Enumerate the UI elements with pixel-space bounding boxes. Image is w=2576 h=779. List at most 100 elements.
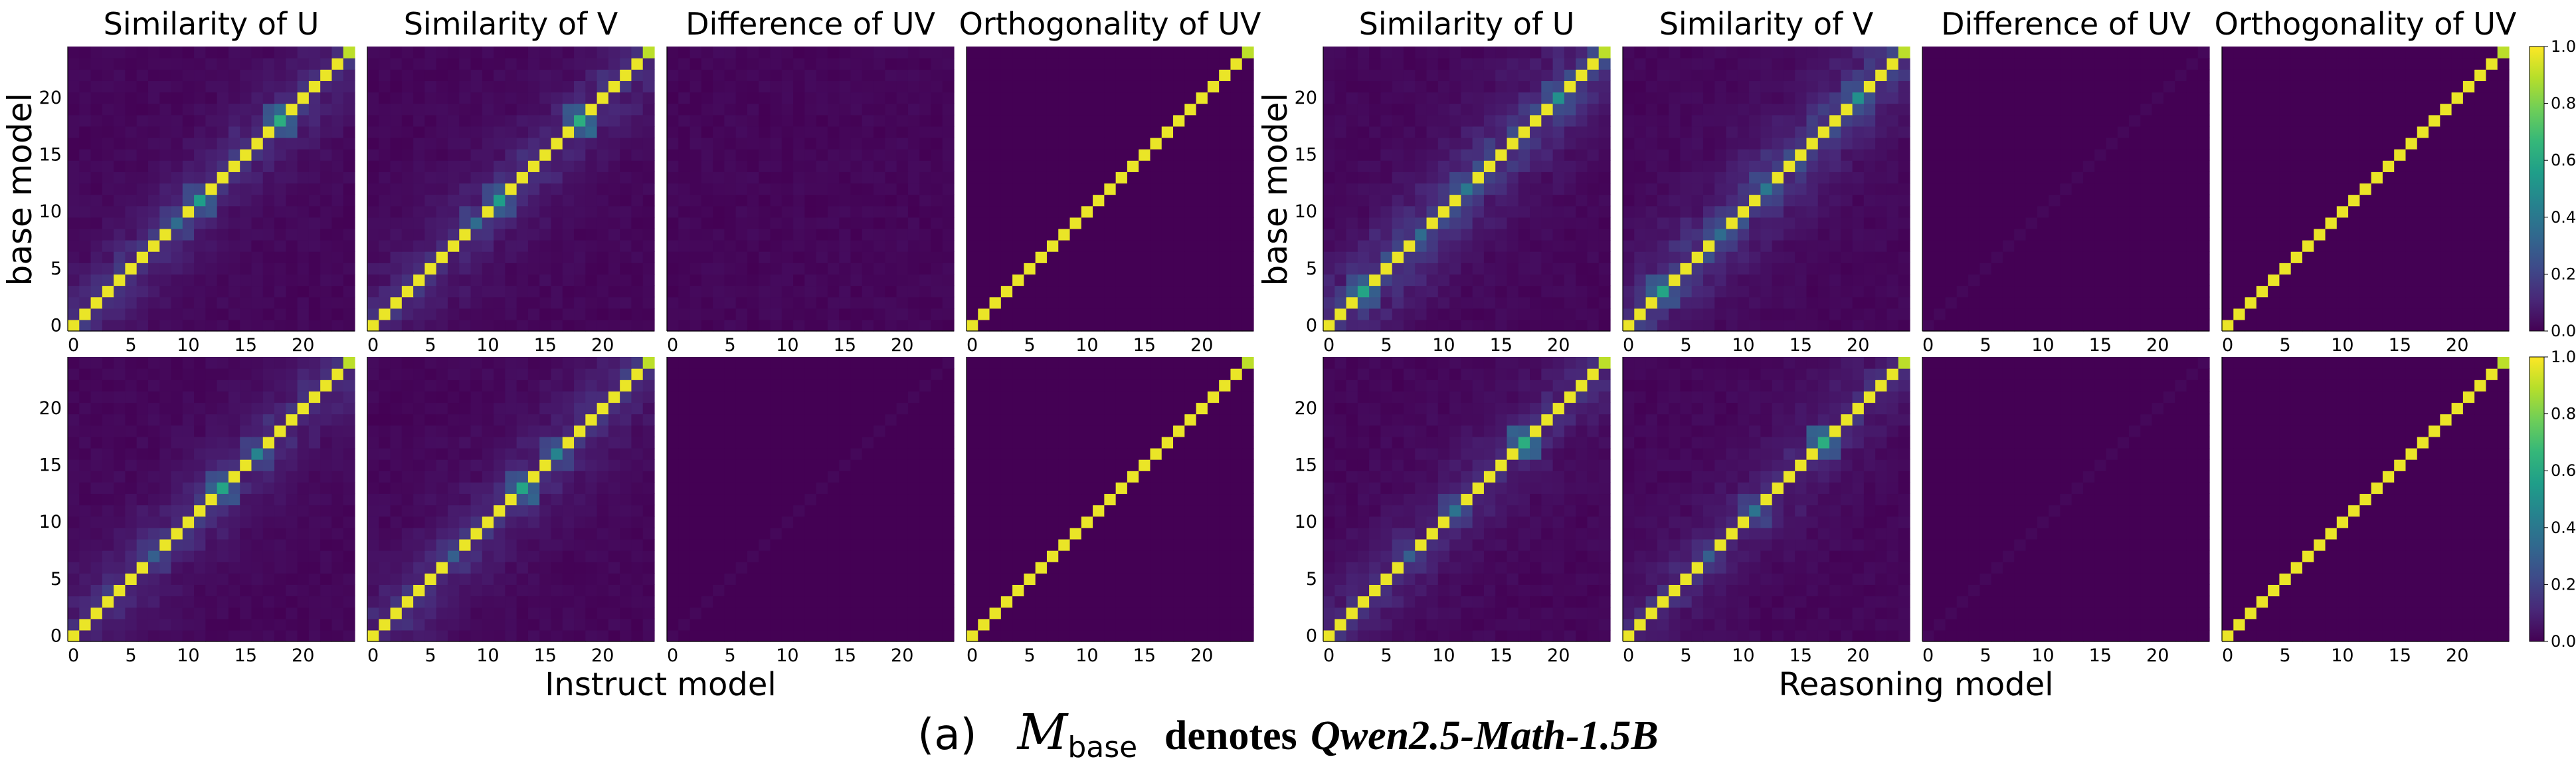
heatmap-cell	[79, 138, 91, 150]
heatmap-cell	[114, 217, 126, 229]
heatmap-cell	[148, 217, 160, 229]
heatmap-cell	[482, 573, 494, 585]
heatmap-cell	[320, 368, 332, 380]
heatmap-cell	[551, 482, 563, 494]
heatmap-cell	[402, 263, 414, 275]
heatmap-cell	[643, 240, 655, 252]
heatmap-cell	[391, 69, 403, 81]
heatmap-cell	[897, 357, 909, 369]
heatmap-cell	[125, 516, 137, 528]
heatmap-cell	[159, 528, 171, 540]
heatmap-cell	[643, 402, 655, 414]
heatmap-cell	[229, 160, 240, 172]
heatmap-cell	[413, 380, 425, 391]
heatmap-cell	[736, 402, 748, 414]
heatmap-cell	[908, 596, 920, 608]
heatmap-cell	[747, 493, 759, 505]
heatmap-cell	[678, 584, 690, 596]
heatmap-cell	[1001, 516, 1013, 528]
heatmap-cell	[137, 206, 149, 218]
heatmap-cell	[885, 47, 897, 58]
heatmap-cell	[771, 92, 782, 104]
heatmap-cell	[736, 206, 748, 218]
heatmap-cell	[448, 573, 460, 585]
heatmap-cell	[229, 573, 240, 585]
heatmap-cell	[424, 539, 436, 551]
heatmap-cell	[1230, 160, 1242, 172]
heatmap-cell	[862, 380, 874, 391]
heatmap-cell	[424, 263, 436, 275]
heatmap-cell	[194, 251, 206, 263]
heatmap-cell	[816, 573, 828, 585]
heatmap-cell	[782, 308, 794, 320]
heatmap-cell	[1173, 115, 1185, 127]
heatmap-cell	[1196, 286, 1208, 298]
heatmap-cell	[620, 368, 632, 380]
heatmap-cell	[517, 58, 529, 70]
heatmap-cell	[379, 391, 391, 403]
heatmap-cell	[471, 104, 483, 116]
heatmap-cell	[379, 573, 391, 585]
heatmap-cell	[943, 471, 955, 483]
heatmap-cell	[1196, 229, 1208, 241]
heatmap-cell	[482, 596, 494, 608]
heatmap-cell	[885, 380, 897, 391]
heatmap-cell	[816, 69, 828, 81]
heatmap-cell	[331, 206, 343, 218]
heatmap-cell	[724, 126, 736, 138]
heatmap-cell	[1230, 391, 1242, 403]
heatmap-cell	[391, 550, 403, 562]
heatmap-cell	[839, 58, 851, 70]
heatmap-cell	[978, 608, 990, 619]
heatmap-cell	[643, 320, 655, 332]
heatmap-cell	[597, 47, 609, 58]
heatmap-cell	[1219, 286, 1231, 298]
heatmap-cell	[379, 596, 391, 608]
heatmap-cell	[678, 630, 690, 642]
heatmap-cell	[320, 115, 332, 127]
heatmap-cell	[125, 251, 137, 263]
heatmap-cell	[1058, 171, 1070, 183]
heatmap-cell	[183, 493, 195, 505]
heatmap-cell	[678, 217, 690, 229]
heatmap-cell	[701, 357, 713, 369]
heatmap-cell	[240, 402, 252, 414]
heatmap-cell	[793, 92, 805, 104]
heatmap-cell	[978, 160, 990, 172]
heatmap-cell	[471, 58, 483, 70]
heatmap-cell	[91, 115, 103, 127]
heatmap-cell	[597, 195, 609, 207]
heatmap-cell	[585, 630, 597, 642]
heatmap-cell	[931, 619, 943, 631]
heatmap-cell	[402, 368, 414, 380]
heatmap-cell	[1242, 505, 1254, 517]
heatmap-cell	[148, 550, 160, 562]
heatmap-cell	[793, 217, 805, 229]
heatmap-cell	[68, 195, 80, 207]
heatmap-cell	[724, 471, 736, 483]
heatmap-cell	[229, 126, 240, 138]
heatmap-cell	[1127, 149, 1139, 161]
heatmap-cell	[1104, 596, 1116, 608]
heatmap-cell	[298, 596, 310, 608]
heatmap-cell	[931, 459, 943, 471]
heatmap-cell	[1036, 92, 1048, 104]
heatmap-cell	[816, 584, 828, 596]
heatmap-cell	[839, 195, 851, 207]
heatmap-cell	[413, 47, 425, 58]
heatmap-cell	[931, 104, 943, 116]
heatmap-cell	[667, 297, 679, 309]
heatmap-cell	[68, 263, 80, 275]
heatmap-cell	[643, 584, 655, 596]
heatmap-cell	[171, 380, 183, 391]
heatmap-cell	[724, 263, 736, 275]
heatmap-cell	[690, 562, 702, 574]
heatmap-cell	[517, 195, 529, 207]
heatmap-cell	[850, 471, 862, 483]
heatmap-cell	[885, 505, 897, 517]
heatmap-cell	[448, 240, 460, 252]
heatmap-cell	[217, 368, 229, 380]
heatmap-cell	[125, 92, 137, 104]
heatmap-cell	[171, 414, 183, 426]
heatmap-cell	[1104, 47, 1116, 58]
